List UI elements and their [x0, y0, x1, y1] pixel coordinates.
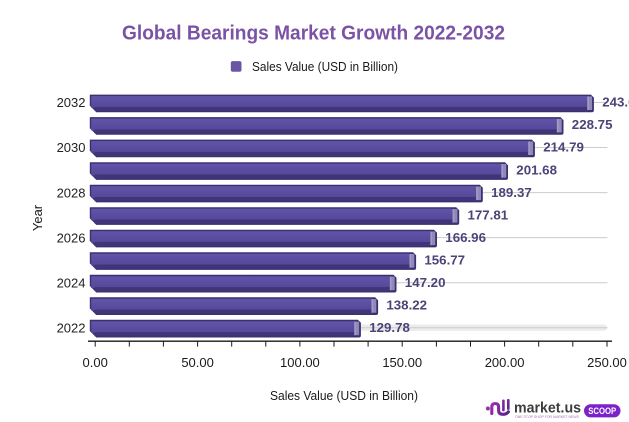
svg-text:250.00: 250.00 [587, 355, 627, 370]
svg-text:200.00: 200.00 [485, 355, 525, 370]
svg-text:0.00: 0.00 [83, 355, 108, 370]
svg-text:156.77: 156.77 [424, 252, 465, 267]
svg-text:Year: Year [30, 204, 45, 231]
svg-text:201.68: 201.68 [516, 162, 557, 177]
svg-text:2030: 2030 [57, 140, 86, 155]
svg-text:100.00: 100.00 [280, 355, 320, 370]
svg-text:138.22: 138.22 [386, 297, 427, 312]
svg-text:2022: 2022 [57, 320, 86, 335]
svg-text:2028: 2028 [57, 185, 86, 200]
svg-text:2026: 2026 [57, 230, 86, 245]
svg-text:147.20: 147.20 [405, 275, 446, 290]
svg-text:214.79: 214.79 [543, 140, 584, 155]
svg-text:189.37: 189.37 [491, 185, 532, 200]
svg-text:2032: 2032 [57, 95, 86, 110]
svg-text:SCOOP: SCOOP [588, 406, 616, 416]
svg-text:market.us: market.us [514, 400, 581, 417]
svg-text:ONE STOP SHOP FOR MARKET NEWS: ONE STOP SHOP FOR MARKET NEWS [515, 415, 580, 419]
svg-text:Sales Value (USD in Billion): Sales Value (USD in Billion) [270, 388, 418, 403]
svg-text:150.00: 150.00 [382, 355, 422, 370]
svg-text:129.78: 129.78 [369, 320, 410, 335]
svg-text:Sales Value (USD in Billion): Sales Value (USD in Billion) [252, 59, 398, 74]
svg-text:228.75: 228.75 [572, 117, 613, 132]
svg-text:177.81: 177.81 [468, 207, 509, 222]
svg-text:243.62: 243.62 [602, 95, 629, 110]
svg-text:2024: 2024 [57, 275, 86, 290]
svg-text:166.96: 166.96 [445, 230, 486, 245]
svg-text:Global Bearings Market Growth: Global Bearings Market Growth 2022-2032 [122, 22, 505, 45]
svg-text:50.00: 50.00 [181, 355, 214, 370]
